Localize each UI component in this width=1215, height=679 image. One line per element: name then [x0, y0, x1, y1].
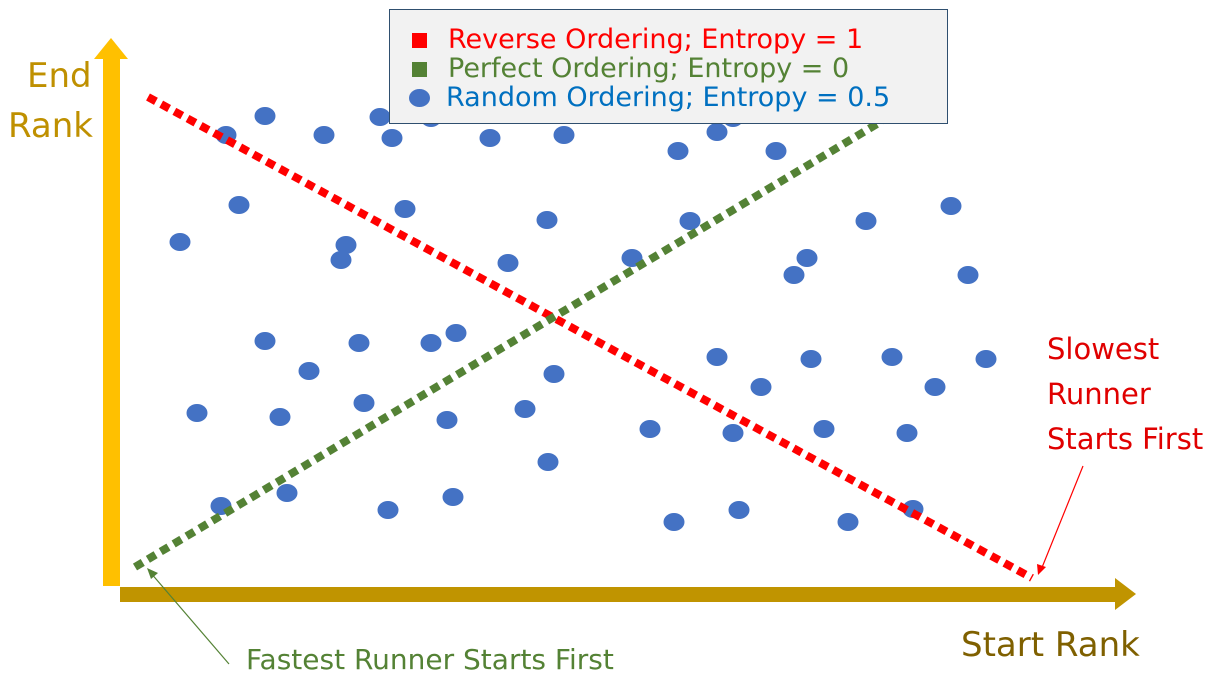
random-ordering-point: [353, 394, 375, 412]
random-ordering-point: [269, 408, 291, 426]
random-ordering-point: [553, 126, 575, 144]
random-ordering-point: [436, 411, 458, 429]
random-ordering-point: [445, 324, 467, 342]
legend-label-perfect: Perfect Ordering; Entropy = 0: [448, 53, 850, 84]
random-ordering-point: [537, 453, 559, 471]
random-ordering-point: [186, 404, 208, 422]
random-ordering-point: [837, 513, 859, 531]
legend: Reverse Ordering; Entropy = 1 Perfect Or…: [389, 9, 948, 124]
perfect-ordering-line: [132, 117, 885, 571]
random-ordering-point: [298, 362, 320, 380]
random-ordering-point: [254, 332, 276, 350]
random-ordering-point: [313, 126, 335, 144]
slowest-annotation-line3: Starts First: [1047, 422, 1204, 456]
random-ordering-point: [381, 129, 403, 147]
random-ordering-point: [276, 484, 298, 502]
random-ordering-point: [442, 488, 464, 506]
random-ordering-point: [706, 348, 728, 366]
x-axis-arrowhead: [1115, 578, 1136, 610]
random-ordering-point: [663, 513, 685, 531]
random-ordering-point: [679, 212, 701, 230]
x-axis-shaft: [120, 587, 1118, 602]
legend-label-reverse: Reverse Ordering; Entropy = 1: [448, 24, 864, 55]
slowest-annotation-line2: Runner: [1047, 377, 1151, 411]
random-ordering-point: [940, 197, 962, 215]
random-ordering-point: [377, 501, 399, 519]
random-ordering-point: [536, 211, 558, 229]
random-ordering-point: [896, 424, 918, 442]
legend-item-reverse: Reverse Ordering; Entropy = 1: [412, 25, 863, 55]
random-ordering-point: [924, 378, 946, 396]
random-ordering-point: [881, 348, 903, 366]
y-axis-shaft: [103, 55, 120, 586]
random-ordering-point: [813, 420, 835, 438]
random-ordering-point: [394, 200, 416, 218]
random-ordering-point: [254, 107, 276, 125]
random-ordering-point: [667, 142, 689, 160]
random-ordering-point: [855, 212, 877, 230]
random-ordering-point: [420, 334, 442, 352]
random-ordering-point: [330, 251, 352, 269]
random-ordering-point: [800, 350, 822, 368]
slowest-annotation-line1: Slowest: [1047, 332, 1160, 366]
ordering-lines-layer: [132, 93, 1034, 582]
x-axis-label: Start Rank: [961, 625, 1140, 665]
random-ordering-point: [957, 266, 979, 284]
random-ordering-point: [750, 378, 772, 396]
random-ordering-point: [348, 334, 370, 352]
random-ordering-point: [706, 123, 728, 141]
y-axis-label-line2: Rank: [8, 106, 93, 146]
random-ordering-point: [479, 129, 501, 147]
green-square-icon: [412, 61, 427, 77]
random-ordering-point: [369, 108, 391, 126]
fastest-pointer: [147, 568, 230, 665]
y-axis-arrowhead: [94, 38, 128, 59]
random-ordering-point: [639, 420, 661, 438]
random-dots-layer: [169, 107, 997, 531]
random-ordering-point: [228, 196, 250, 214]
y-axis: [94, 38, 128, 586]
random-ordering-point: [543, 365, 565, 383]
legend-item-perfect: Perfect Ordering; Entropy = 0: [412, 54, 849, 84]
red-square-icon: [412, 32, 427, 48]
legend-label-random: Random Ordering; Entropy = 0.5: [446, 82, 891, 113]
random-ordering-point: [497, 254, 519, 272]
random-ordering-point: [722, 424, 744, 442]
random-ordering-point: [728, 501, 750, 519]
random-ordering-point: [796, 249, 818, 267]
slowest-pointer: [1037, 465, 1084, 575]
random-ordering-point: [783, 266, 805, 284]
random-ordering-point: [765, 142, 787, 160]
x-axis: [120, 578, 1136, 610]
legend-item-random: Random Ordering; Entropy = 0.5: [409, 82, 891, 113]
y-axis-label-line1: End: [27, 56, 92, 96]
fastest-annotation: Fastest Runner Starts First: [246, 643, 614, 676]
random-ordering-point: [975, 350, 997, 368]
reverse-ordering-line: [146, 93, 1034, 582]
random-ordering-point: [514, 400, 536, 418]
blue-circle-icon: [409, 89, 430, 107]
random-ordering-point: [169, 233, 191, 251]
random-ordering-point: [335, 236, 357, 254]
